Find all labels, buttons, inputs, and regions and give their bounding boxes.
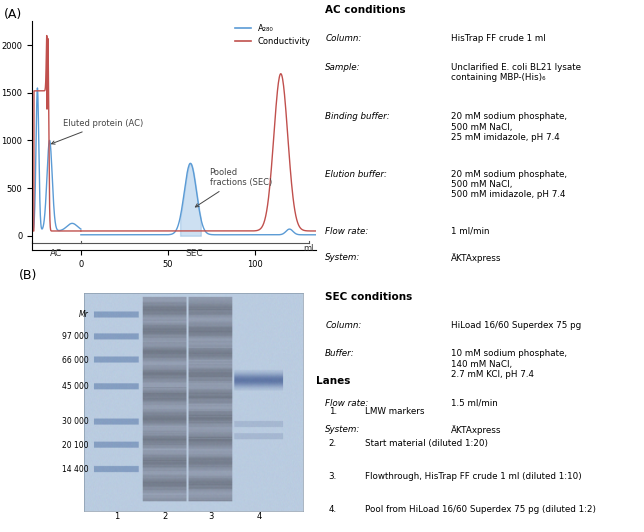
Text: Eluted protein (AC): Eluted protein (AC) xyxy=(52,119,144,144)
Text: SEC: SEC xyxy=(185,249,203,258)
Text: Unclarified E. coli BL21 lysate
containing MBP-(His)₆: Unclarified E. coli BL21 lysate containi… xyxy=(451,63,581,82)
Text: Lanes: Lanes xyxy=(316,376,350,386)
Text: 45 000: 45 000 xyxy=(62,382,89,391)
Text: Column:: Column: xyxy=(325,321,361,330)
Text: Mr: Mr xyxy=(79,310,89,319)
Text: ÄKTAxpress: ÄKTAxpress xyxy=(451,425,501,435)
Text: AC conditions: AC conditions xyxy=(325,5,406,15)
Text: Column:: Column: xyxy=(325,34,361,43)
Text: 4: 4 xyxy=(256,512,261,521)
Text: Buffer:: Buffer: xyxy=(325,350,355,359)
Text: 2.: 2. xyxy=(328,439,337,448)
Text: 2: 2 xyxy=(162,512,167,521)
Text: 4.: 4. xyxy=(328,505,337,514)
Text: (B): (B) xyxy=(19,269,38,281)
Text: Sample:: Sample: xyxy=(325,63,361,72)
Text: 30 000: 30 000 xyxy=(62,417,89,426)
Text: 14 400: 14 400 xyxy=(62,465,89,474)
Text: 1.: 1. xyxy=(328,406,337,415)
Text: 3: 3 xyxy=(208,512,213,521)
Legend: A₂₈₀, Conductivity: A₂₈₀, Conductivity xyxy=(231,21,314,49)
Text: 1.5 ml/min: 1.5 ml/min xyxy=(451,399,498,408)
Text: 97 000: 97 000 xyxy=(62,332,89,340)
Text: AC: AC xyxy=(50,249,62,258)
Text: Start material (diluted 1:20): Start material (diluted 1:20) xyxy=(365,439,488,448)
Text: Pooled
fractions (SEC): Pooled fractions (SEC) xyxy=(195,168,272,207)
Text: Flow rate:: Flow rate: xyxy=(325,399,368,408)
Text: 10 mM sodium phosphate,
140 mM NaCl,
2.7 mM KCl, pH 7.4: 10 mM sodium phosphate, 140 mM NaCl, 2.7… xyxy=(451,350,567,379)
Text: System:: System: xyxy=(325,425,361,434)
Text: LMW markers: LMW markers xyxy=(365,406,424,415)
Text: HiLoad 16/60 Superdex 75 pg: HiLoad 16/60 Superdex 75 pg xyxy=(451,321,581,330)
Text: 1 ml/min: 1 ml/min xyxy=(451,227,489,236)
Text: 20 mM sodium phosphate,
500 mM NaCl,
25 mM imidazole, pH 7.4: 20 mM sodium phosphate, 500 mM NaCl, 25 … xyxy=(451,112,567,142)
Text: 3.: 3. xyxy=(328,472,337,481)
Text: 20 100: 20 100 xyxy=(62,441,89,450)
Text: Flowthrough, HisTrap FF crude 1 ml (diluted 1:10): Flowthrough, HisTrap FF crude 1 ml (dilu… xyxy=(365,472,582,481)
Text: ml: ml xyxy=(303,244,314,253)
Text: (A): (A) xyxy=(4,7,22,21)
Text: 66 000: 66 000 xyxy=(62,356,89,365)
Text: ÄKTAxpress: ÄKTAxpress xyxy=(451,253,501,263)
Text: Binding buffer:: Binding buffer: xyxy=(325,112,390,121)
Text: Flow rate:: Flow rate: xyxy=(325,227,368,236)
Text: System:: System: xyxy=(325,253,361,262)
Text: 20 mM sodium phosphate,
500 mM NaCl,
500 mM imidazole, pH 7.4: 20 mM sodium phosphate, 500 mM NaCl, 500… xyxy=(451,170,567,200)
Text: 1: 1 xyxy=(114,512,119,521)
Text: SEC conditions: SEC conditions xyxy=(325,292,412,302)
Text: HisTrap FF crude 1 ml: HisTrap FF crude 1 ml xyxy=(451,34,545,43)
Text: Elution buffer:: Elution buffer: xyxy=(325,170,387,179)
Text: Pool from HiLoad 16/60 Superdex 75 pg (diluted 1:2): Pool from HiLoad 16/60 Superdex 75 pg (d… xyxy=(365,505,596,514)
